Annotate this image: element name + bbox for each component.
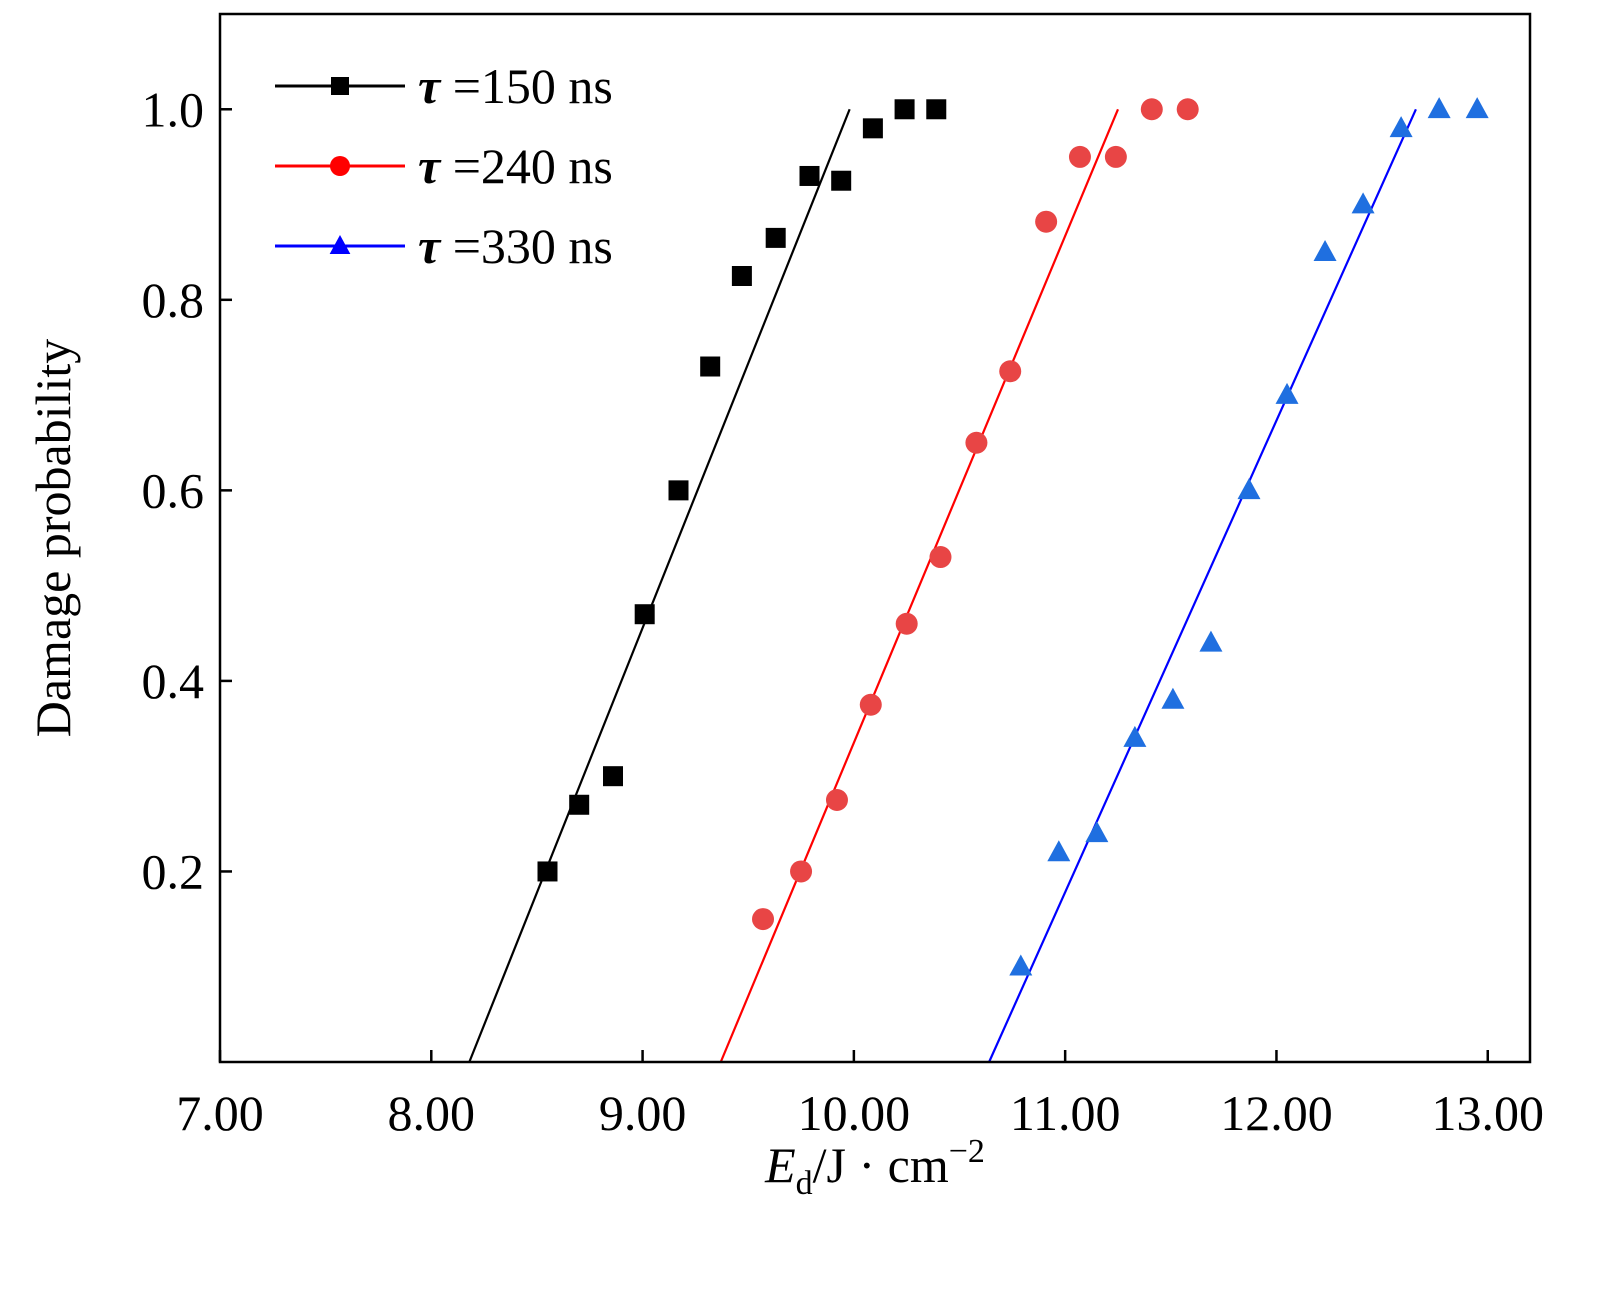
data-point-square bbox=[862, 118, 883, 139]
x-tick-label: 12.00 bbox=[1220, 1085, 1333, 1141]
legend-label-value: =240 ns bbox=[440, 138, 613, 194]
data-point-circle bbox=[999, 360, 1022, 383]
data-point-triangle bbox=[1313, 240, 1337, 262]
data-point-circle bbox=[1035, 210, 1058, 233]
y-axis-title: Damage probability bbox=[25, 339, 81, 738]
data-point-circle bbox=[859, 693, 882, 716]
x-tick-label: 10.00 bbox=[798, 1085, 911, 1141]
plot-frame bbox=[218, 12, 1532, 1064]
data-point-circle bbox=[1104, 145, 1127, 168]
x-axis-ticks: 7.00 8.00 9.00 10.00 11.00 12.00 13.00 bbox=[176, 1050, 1544, 1141]
x-axis-title: Ed/J · cm−2 bbox=[764, 1133, 985, 1202]
legend-label-tau: τ bbox=[418, 218, 442, 274]
data-point-square bbox=[634, 604, 655, 625]
data-point-square bbox=[731, 266, 752, 286]
y-tick-label: 1.0 bbox=[142, 81, 205, 137]
y-tick-label: 0.4 bbox=[142, 653, 205, 709]
data-point-triangle bbox=[1465, 97, 1489, 119]
data-point-triangle bbox=[1275, 382, 1299, 404]
data-point-circle bbox=[825, 789, 848, 811]
y-tick-label: 0.6 bbox=[142, 462, 205, 518]
data-point-square bbox=[569, 794, 590, 815]
fit-line-triangle bbox=[988, 108, 1417, 1063]
data-point-square bbox=[765, 227, 786, 248]
data-point-triangle bbox=[1047, 840, 1071, 862]
data-point-triangle bbox=[1389, 116, 1413, 138]
x-tick-label: 11.00 bbox=[1010, 1085, 1121, 1141]
x-tick-label: 8.00 bbox=[388, 1085, 476, 1141]
y-tick-label: 0.2 bbox=[142, 843, 205, 899]
data-point-triangle bbox=[1085, 821, 1109, 843]
data-point-triangle bbox=[1123, 725, 1147, 747]
data-point-square bbox=[603, 766, 623, 787]
x-tick-label: 9.00 bbox=[599, 1085, 687, 1141]
data-point-triangle bbox=[1009, 954, 1033, 976]
data-point-circle bbox=[1140, 98, 1163, 121]
legend-label: τ =150 ns bbox=[418, 58, 613, 114]
x-tick-label: 7.00 bbox=[176, 1085, 264, 1141]
data-point-circle bbox=[790, 860, 813, 883]
legend-marker-square bbox=[331, 77, 349, 95]
data-points-group bbox=[537, 97, 1489, 976]
data-point-circle bbox=[1068, 145, 1091, 168]
legend-label: τ =330 ns bbox=[418, 218, 613, 274]
x-axis-title-subscript: d bbox=[796, 1165, 813, 1202]
data-point-triangle bbox=[1351, 192, 1375, 214]
legend-label-tau: τ bbox=[418, 138, 442, 194]
fit-line-circle bbox=[719, 108, 1119, 1063]
fit-lines-group bbox=[468, 108, 1417, 1063]
legend-label-value: =330 ns bbox=[440, 218, 613, 274]
x-axis-title-superscript: −2 bbox=[949, 1133, 985, 1170]
data-point-triangle bbox=[1427, 97, 1451, 119]
data-point-circle bbox=[752, 908, 775, 931]
data-point-circle bbox=[895, 612, 918, 635]
data-point-square bbox=[926, 99, 947, 120]
y-axis-ticks: 0.2 0.4 0.6 0.8 1.0 bbox=[142, 81, 232, 899]
x-axis-title-symbol: E bbox=[764, 1137, 796, 1193]
data-point-square bbox=[831, 170, 852, 191]
data-point-square bbox=[894, 99, 915, 120]
legend-marker-triangle bbox=[329, 235, 351, 254]
data-point-triangle bbox=[1161, 687, 1185, 709]
data-point-circle bbox=[929, 546, 952, 569]
data-point-triangle bbox=[1199, 630, 1223, 652]
legend-label-tau: τ bbox=[418, 58, 442, 114]
legend-label-value: =150 ns bbox=[440, 58, 613, 114]
data-point-circle bbox=[1176, 98, 1199, 121]
fit-line-square bbox=[468, 108, 851, 1063]
legend-label: τ =240 ns bbox=[418, 138, 613, 194]
y-tick-label: 0.8 bbox=[142, 272, 205, 328]
legend-marker-circle bbox=[330, 156, 350, 176]
x-tick-label: 13.00 bbox=[1431, 1085, 1544, 1141]
data-point-square bbox=[799, 165, 820, 186]
data-point-square bbox=[537, 861, 558, 882]
data-point-square bbox=[700, 356, 721, 377]
data-point-triangle bbox=[1237, 478, 1261, 500]
x-axis-title-unit: /J · cm bbox=[813, 1137, 949, 1193]
legend: τ =150 nsτ =240 nsτ =330 ns bbox=[275, 58, 613, 274]
data-point-circle bbox=[965, 431, 988, 454]
data-point-square bbox=[668, 480, 689, 501]
